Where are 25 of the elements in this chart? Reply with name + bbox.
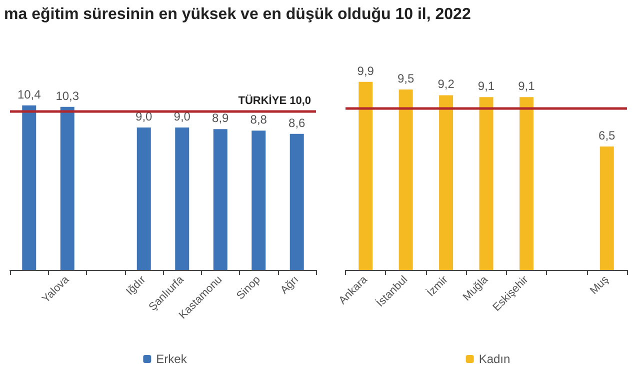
data-label: 8,6 bbox=[288, 116, 306, 130]
data-label: 9,5 bbox=[397, 72, 414, 86]
legend-label: Kadın bbox=[478, 352, 510, 366]
data-label: 10,3 bbox=[56, 88, 80, 103]
data-label: 8,9 bbox=[212, 111, 230, 126]
ref-line-label: TÜRKİYE 10,0 bbox=[238, 94, 311, 108]
bar bbox=[398, 90, 413, 270]
data-label: 10,4 bbox=[17, 87, 42, 102]
bar bbox=[358, 82, 373, 270]
chart-title: ma eğitim süresinin en yüksek ve en düşük olduğu 10 il, 2022 bbox=[4, 6, 471, 24]
data-label: 9,0 bbox=[174, 110, 191, 124]
data-label: 9,2 bbox=[438, 77, 455, 92]
bar bbox=[519, 97, 534, 270]
bar bbox=[439, 95, 454, 270]
x-tick-label: Muş bbox=[588, 273, 612, 297]
bar bbox=[600, 146, 614, 270]
bar bbox=[479, 97, 494, 270]
data-label: 8,8 bbox=[250, 112, 268, 127]
legend-label: Erkek bbox=[156, 352, 188, 366]
data-label: 9,9 bbox=[357, 64, 374, 78]
data-label: 9,1 bbox=[518, 79, 536, 94]
data-label: 9,1 bbox=[478, 79, 495, 94]
data-label: 6,5 bbox=[598, 128, 616, 142]
data-label: 9,0 bbox=[136, 110, 153, 124]
x-tick-label: Ağrı bbox=[278, 274, 302, 296]
